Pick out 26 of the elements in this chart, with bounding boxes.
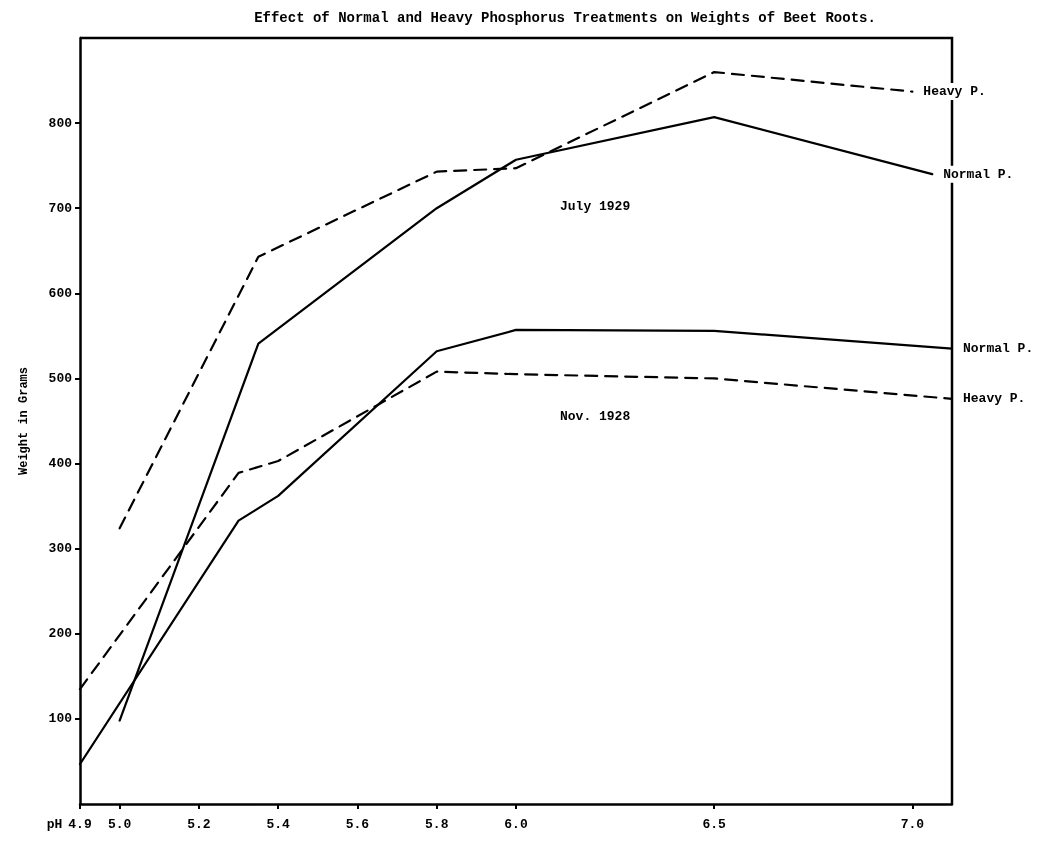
- x-tick-label: 5.8: [425, 817, 449, 832]
- x-tick-label: 6.0: [504, 817, 528, 832]
- series-label: Normal P.: [943, 166, 1014, 182]
- y-tick-label: 500: [48, 370, 73, 386]
- x-tick-label: 5.2: [187, 817, 211, 832]
- y-tick-label: 700: [48, 200, 73, 216]
- x-tick-label: 5.6: [345, 817, 370, 832]
- x-tick-label: 5.4: [266, 817, 291, 832]
- x-axis-title: pH: [46, 817, 63, 832]
- y-tick-label: 100: [48, 711, 73, 727]
- annotation: Nov. 1928: [560, 409, 631, 424]
- annotation: July 1929: [560, 199, 631, 214]
- chart-title: Effect of Normal and Heavy Phosphorus Treatments on Weights of Beet Roots.: [254, 10, 876, 26]
- y-tick-label: 800: [48, 115, 73, 131]
- y-axis-title: Weight in Grams: [17, 366, 31, 476]
- y-tick-label: 200: [48, 626, 73, 642]
- x-tick-label: 4.9: [68, 817, 92, 832]
- x-tick-label: 5.0: [107, 817, 132, 832]
- y-tick-label: 300: [48, 541, 73, 557]
- y-tick-label: 600: [48, 285, 73, 301]
- x-tick-label: 6.5: [702, 817, 727, 832]
- x-tick-label: 7.0: [900, 817, 925, 832]
- series-label: Heavy P.: [963, 391, 1026, 407]
- y-tick-label: 400: [48, 456, 73, 472]
- series-label: Heavy P.: [923, 84, 986, 100]
- series-label: Normal P.: [963, 341, 1034, 357]
